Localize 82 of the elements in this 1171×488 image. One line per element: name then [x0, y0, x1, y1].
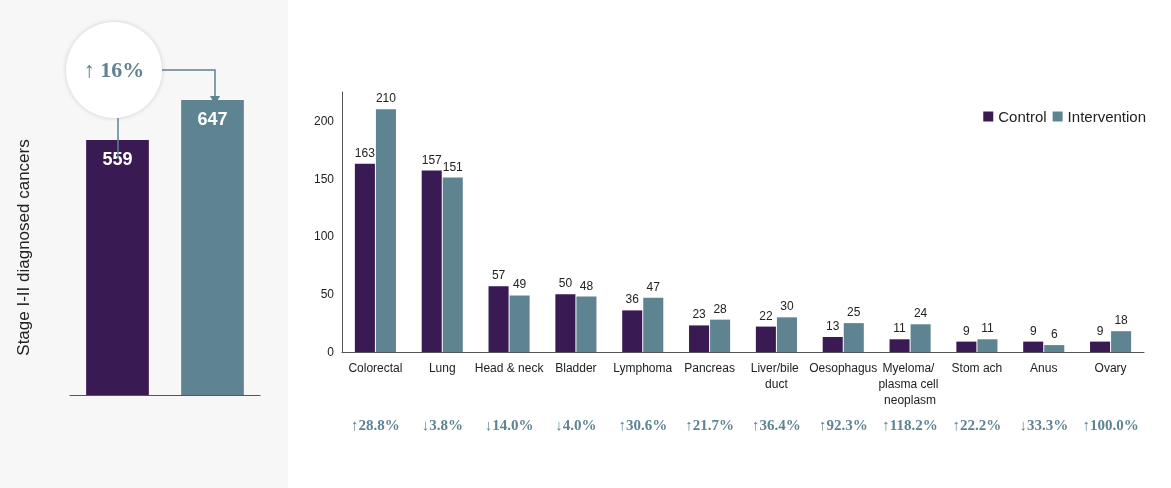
bar: [488, 286, 509, 352]
text: ↓3.8%: [421, 417, 463, 433]
bar: [1023, 341, 1044, 352]
bar: [354, 163, 375, 352]
bar: [977, 339, 998, 352]
text: ↓14.0%: [484, 417, 534, 433]
data-label: 6: [1050, 327, 1058, 342]
x-tick-label: Pancreas: [684, 361, 735, 375]
text: ↑36.4%: [752, 417, 801, 433]
bar: [689, 325, 710, 352]
data-label: 13: [826, 318, 840, 333]
data-label: 50: [558, 276, 573, 291]
x-tick-label: Colorectal: [348, 361, 403, 375]
bar: [1044, 345, 1065, 352]
bar: [442, 177, 463, 352]
bar: [643, 297, 664, 352]
data-label: 157: [421, 152, 443, 167]
x-tick-label: Ovary: [1094, 361, 1127, 375]
y-tick-label: 100: [313, 229, 335, 244]
x-tick-label: Liver/bile duct: [750, 361, 803, 391]
data-label: 151: [442, 159, 464, 174]
legend-label: Control: [998, 108, 1047, 125]
data-label: 57: [491, 268, 506, 283]
text: ↓4.0%: [555, 417, 597, 433]
bar: [421, 170, 442, 352]
y-tick-label: 0: [327, 345, 335, 359]
x-tick-label: Lung: [428, 361, 456, 375]
data-label: 22: [759, 308, 773, 323]
text: ↑92.3%: [818, 417, 868, 433]
y-tick-label: 200: [313, 113, 335, 128]
bar: [822, 336, 843, 352]
data-label: 23: [692, 307, 707, 322]
bar: [776, 317, 797, 352]
text: ↑100.0%: [1082, 417, 1139, 433]
y-tick-label: 50: [320, 287, 335, 302]
bar: [710, 319, 731, 352]
bar: [956, 341, 977, 352]
data-label: 9: [963, 323, 971, 338]
bar: [509, 295, 530, 352]
data-label: 11: [981, 321, 994, 336]
data-label: 559: [102, 149, 133, 170]
text: ↑30.6%: [618, 417, 668, 433]
bar: [843, 323, 864, 352]
text: ↑22.2%: [952, 417, 1002, 433]
bar: [910, 324, 931, 352]
bar: [889, 339, 910, 352]
bar: [555, 294, 576, 352]
bar: [1090, 341, 1111, 352]
legend-label: Intervention: [1067, 108, 1147, 125]
data-label: 49: [512, 277, 527, 292]
bar: [375, 109, 396, 352]
data-label: 9: [1029, 323, 1037, 338]
data-label: 36: [625, 292, 640, 307]
x-tick-label: Stom ach: [951, 361, 1003, 375]
x-tick-label: Lymphoma: [613, 361, 673, 375]
data-label: 11: [893, 321, 907, 336]
x-tick-label: Oesophagus: [809, 361, 878, 375]
x-tick-label: Anus: [1030, 361, 1058, 375]
text: ↑118.2%: [882, 417, 938, 433]
text: ↑28.8%: [351, 417, 400, 433]
data-label: 210: [375, 91, 397, 106]
x-tick-label: Bladder: [555, 361, 597, 375]
data-label: 647: [197, 109, 228, 129]
data-label: 18: [1114, 313, 1129, 328]
data-label: 163: [354, 145, 376, 160]
bar: [576, 296, 597, 352]
y-tick-label: 150: [313, 171, 335, 186]
text: ↓33.3%: [1019, 417, 1069, 433]
bar: [622, 310, 643, 352]
data-label: 48: [579, 278, 594, 293]
data-label: 25: [847, 305, 861, 320]
bar: [1111, 331, 1132, 352]
text: ↑21.7%: [685, 417, 734, 433]
bar: [755, 326, 776, 352]
x-tick-label: Head & neck: [474, 361, 545, 375]
data-label: 24: [913, 306, 928, 321]
data-label: 9: [1096, 323, 1104, 338]
data-label: 28: [713, 301, 728, 316]
y-axis-title: Stage I-II diagnosed cancers: [14, 139, 33, 356]
x-tick-label: Myeloma/ plasma cell neoplasm: [878, 361, 942, 407]
data-label: 47: [646, 279, 661, 294]
data-label: 30: [780, 299, 794, 314]
